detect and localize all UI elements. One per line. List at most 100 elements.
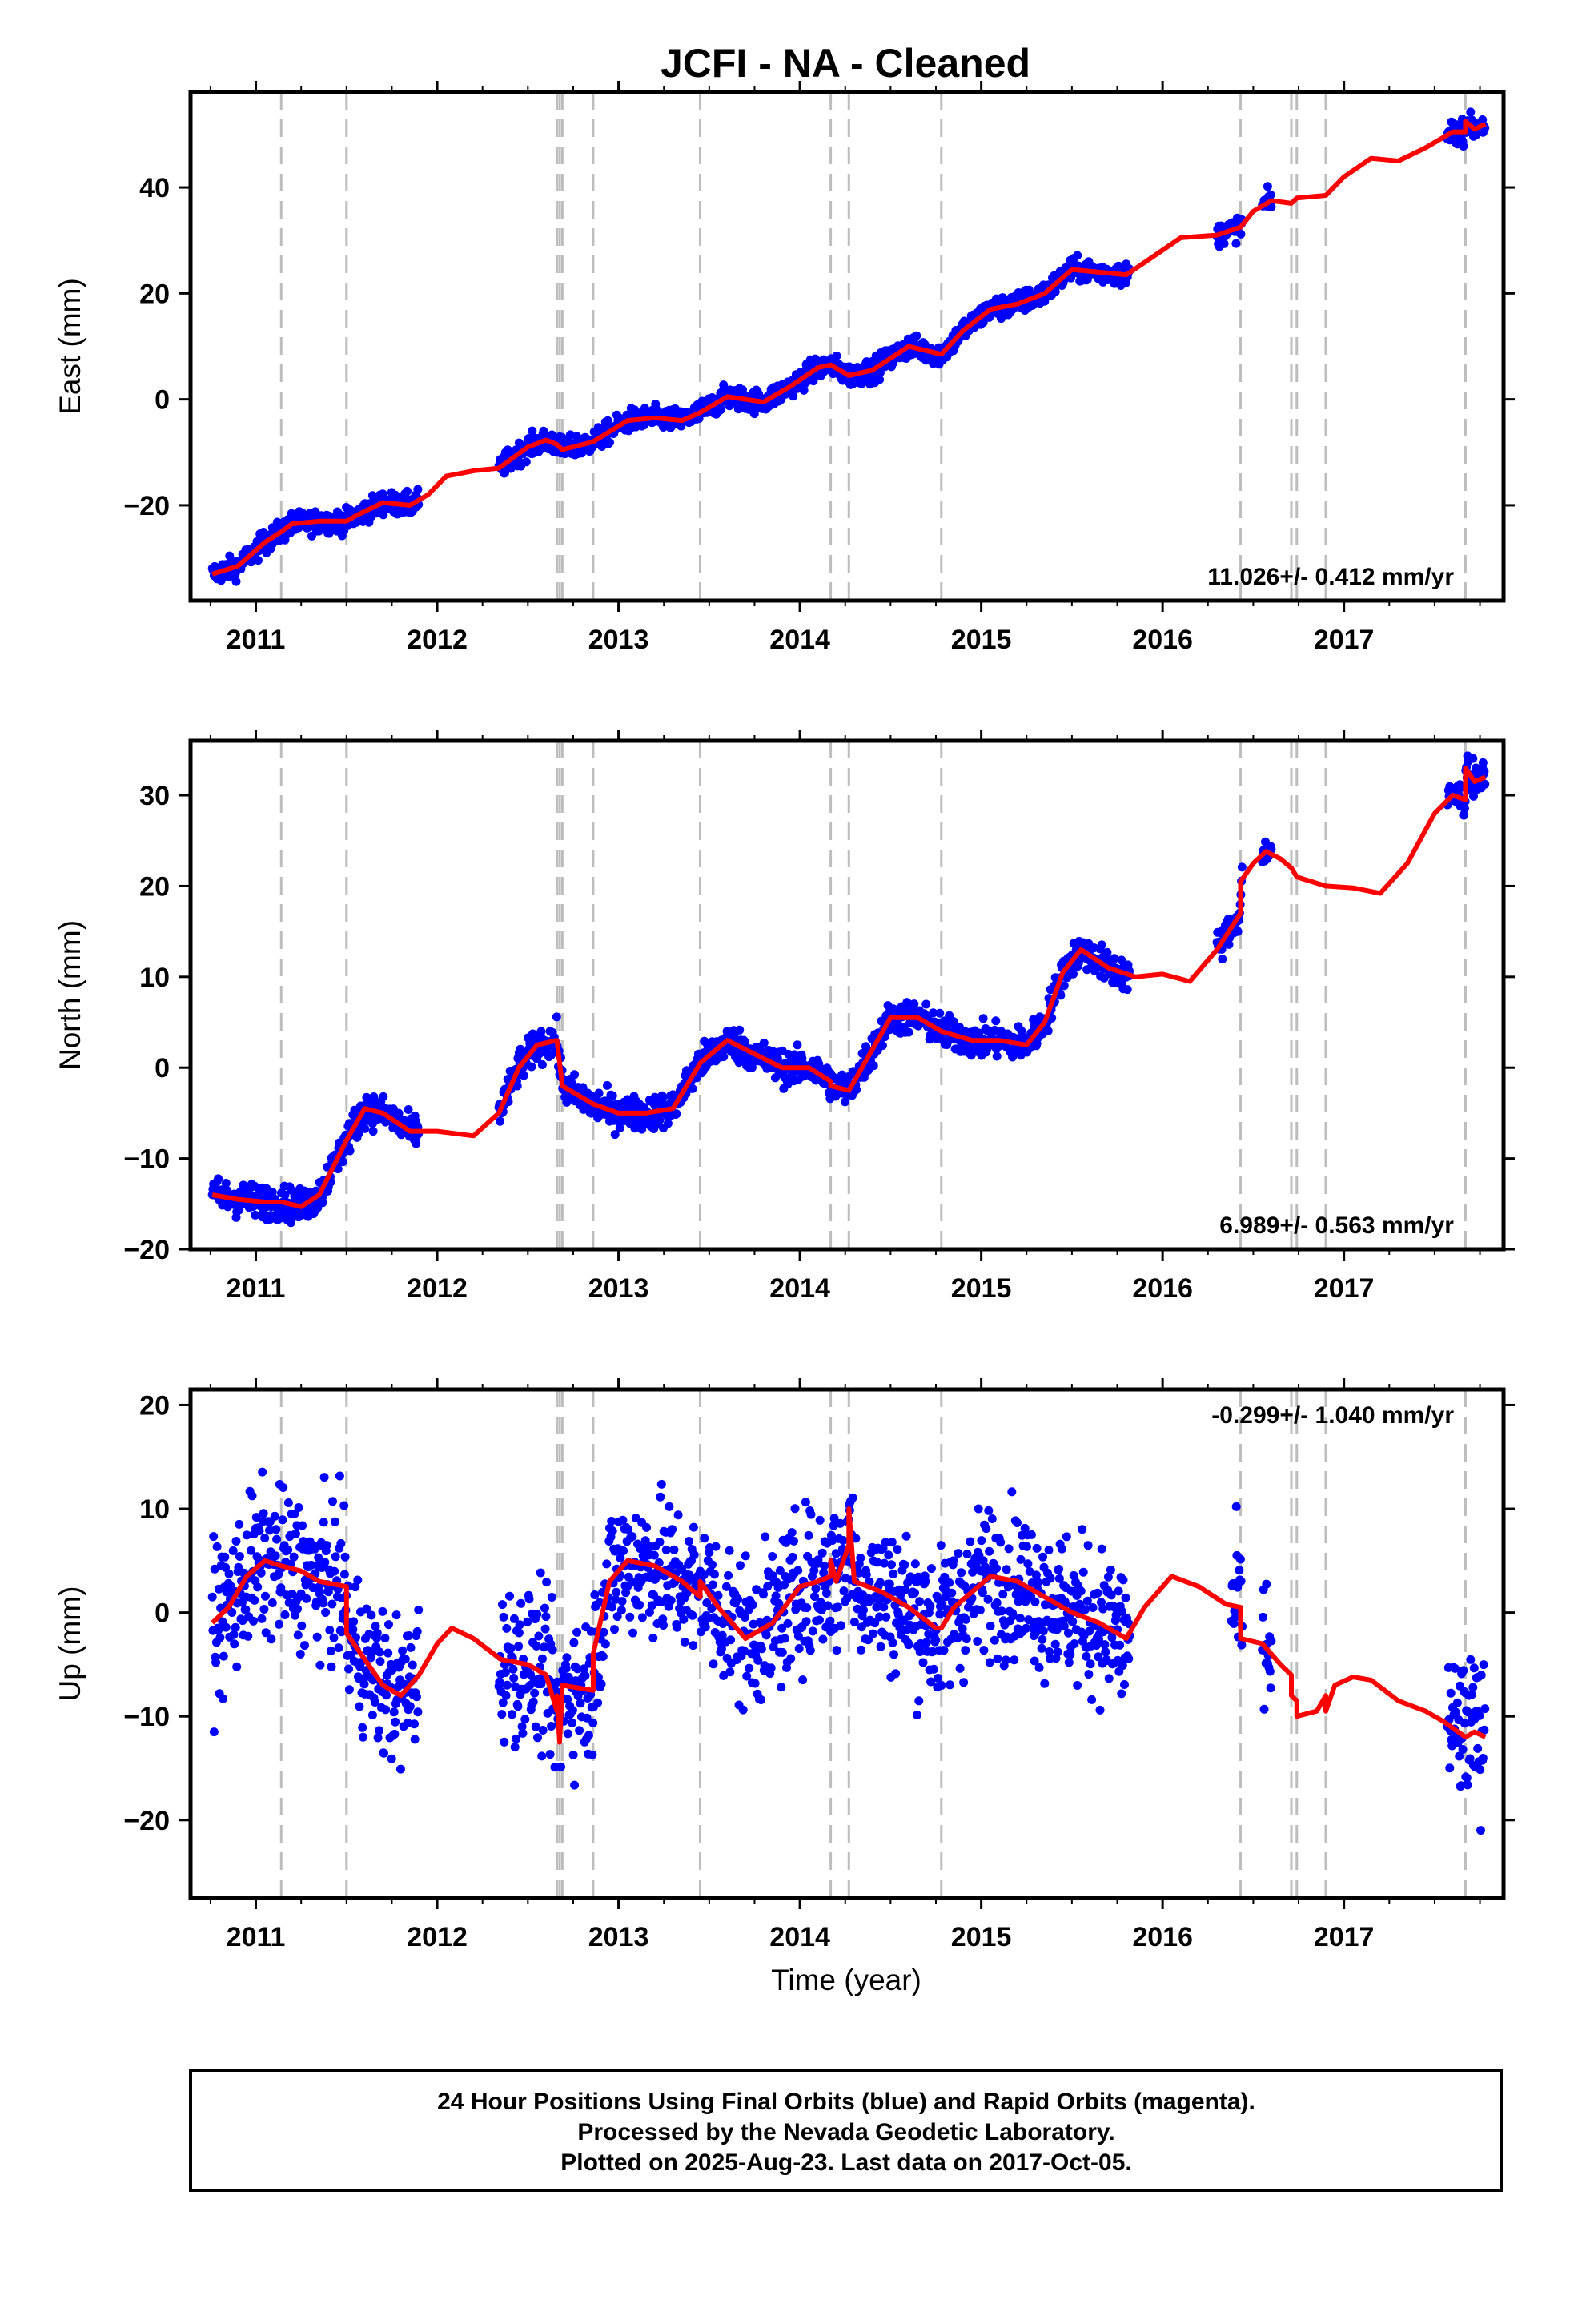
up-data-point — [258, 1467, 267, 1477]
up-x-tick-label: 2015 — [951, 1922, 1012, 1952]
up-data-point — [508, 1664, 518, 1674]
up-data-point — [993, 1654, 1002, 1663]
up-data-point — [267, 1634, 276, 1644]
up-data-point — [635, 1600, 644, 1610]
up-data-point — [290, 1509, 299, 1518]
east-data-point — [605, 438, 614, 447]
up-x-tick-label: 2012 — [407, 1922, 468, 1952]
up-data-point — [921, 1638, 931, 1647]
up-data-point — [249, 1616, 258, 1626]
north-data-point — [658, 1093, 668, 1103]
up-plot-frame — [188, 1387, 1506, 1900]
up-data-point — [1106, 1590, 1116, 1600]
east-panel: 2011 2012 2013 2014 2015 2016 2017−2002040East… — [54, 81, 1515, 655]
up-data-point — [1022, 1542, 1031, 1551]
up-data-point — [1451, 1663, 1460, 1673]
up-data-point — [708, 1560, 717, 1570]
up-data-point — [1463, 1780, 1472, 1790]
up-data-point — [382, 1691, 391, 1700]
up-data-point — [312, 1632, 322, 1642]
north-data-point — [603, 1080, 612, 1090]
up-data-point — [537, 1751, 547, 1761]
up-data-point — [221, 1562, 231, 1572]
up-data-point — [294, 1503, 303, 1512]
north-data-point — [412, 1139, 421, 1148]
east-data-point — [1466, 107, 1476, 117]
up-data-point — [274, 1570, 283, 1579]
up-data-point — [642, 1522, 652, 1532]
up-data-point — [1016, 1554, 1026, 1564]
up-y-tick-label: 0 — [155, 1598, 170, 1629]
up-data-point — [656, 1492, 665, 1502]
up-data-point — [367, 1711, 377, 1720]
up-data-point — [1231, 1502, 1241, 1511]
up-data-point — [982, 1524, 991, 1534]
north-data-point — [978, 1014, 988, 1023]
up-data-point — [985, 1658, 994, 1667]
north-y-tick-label: 30 — [139, 781, 170, 811]
up-data-point — [1054, 1565, 1064, 1574]
up-data-point — [330, 1566, 339, 1576]
up-data-point — [1080, 1605, 1090, 1614]
up-data-point — [996, 1538, 1006, 1547]
up-data-point — [774, 1598, 784, 1608]
up-data-point — [1066, 1650, 1075, 1659]
up-data-point — [935, 1610, 945, 1619]
up-data-point — [359, 1732, 367, 1742]
up-data-point — [1468, 1683, 1478, 1692]
up-data-point — [808, 1626, 817, 1636]
up-data-point — [572, 1627, 582, 1637]
up-data-point — [875, 1612, 885, 1622]
up-data-point — [1059, 1622, 1069, 1631]
north-data-point — [1102, 947, 1112, 957]
up-data-point — [353, 1575, 363, 1585]
north-x-tick-label: 2012 — [407, 1273, 468, 1304]
up-data-point — [689, 1550, 699, 1559]
up-data-point — [500, 1737, 509, 1747]
up-data-point — [934, 1674, 943, 1683]
up-data-point — [1479, 1660, 1488, 1670]
north-data-point — [221, 1179, 231, 1188]
up-y-tick-label: −20 — [123, 1806, 170, 1836]
up-data-point — [748, 1600, 757, 1610]
north-x-tick-label: 2013 — [588, 1273, 649, 1304]
up-data-point — [788, 1552, 797, 1562]
up-data-point — [1095, 1705, 1105, 1715]
up-data-point — [742, 1671, 752, 1681]
up-data-point — [1082, 1651, 1091, 1661]
up-data-point — [921, 1577, 930, 1586]
up-data-point — [761, 1532, 770, 1542]
up-data-point — [534, 1631, 544, 1641]
up-data-point — [924, 1608, 934, 1618]
up-data-point — [272, 1534, 282, 1544]
up-data-point — [595, 1598, 604, 1607]
up-data-point — [391, 1610, 401, 1620]
up-data-point — [936, 1541, 946, 1550]
up-data-point — [648, 1633, 658, 1642]
up-data-point — [247, 1491, 257, 1501]
up-data-point — [320, 1558, 330, 1567]
north-data-point — [1059, 981, 1069, 991]
up-data-point — [1023, 1559, 1033, 1569]
up-data-point — [809, 1566, 819, 1575]
up-data-point — [889, 1650, 898, 1659]
up-data-point — [793, 1631, 803, 1641]
up-data-point — [612, 1587, 621, 1597]
east-data-point — [912, 331, 921, 340]
east-data-point — [789, 392, 798, 401]
up-data-point — [503, 1680, 512, 1690]
up-data-point — [291, 1529, 300, 1538]
up-x-tick-label: 2017 — [1314, 1922, 1375, 1952]
up-data-point — [561, 1663, 571, 1673]
up-data-point — [801, 1617, 811, 1626]
north-x-tick-label: 2017 — [1314, 1273, 1375, 1304]
up-data-point — [362, 1604, 371, 1614]
up-data-point — [802, 1603, 812, 1613]
up-data-point — [725, 1667, 735, 1677]
north-y-tick-label: 10 — [139, 963, 170, 993]
up-data-point — [775, 1566, 785, 1575]
up-data-point — [547, 1593, 556, 1602]
east-x-tick-label: 2016 — [1132, 625, 1193, 655]
up-data-point — [680, 1637, 689, 1647]
up-data-point — [804, 1530, 813, 1540]
